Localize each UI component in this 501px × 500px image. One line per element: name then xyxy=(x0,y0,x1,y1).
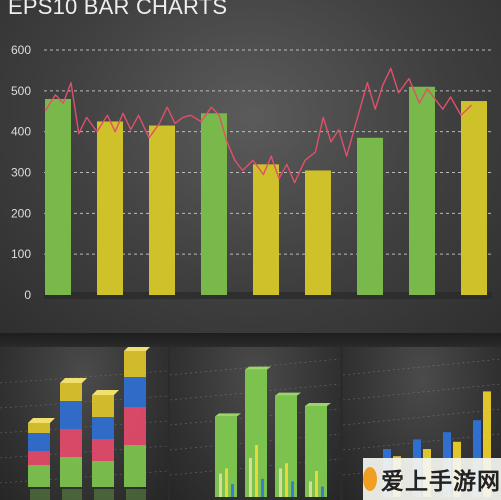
stack-reflection xyxy=(62,489,82,500)
y-tick-label: 0 xyxy=(24,288,31,302)
mini-accent-bar xyxy=(279,468,282,497)
stack-segment xyxy=(28,423,50,433)
mini-accent-bar xyxy=(225,468,228,497)
stack-segment xyxy=(124,445,146,487)
stack-segment xyxy=(28,451,50,465)
mini-bar xyxy=(305,406,327,497)
bar xyxy=(201,113,227,296)
grouped-bar xyxy=(483,391,491,497)
stack-segment xyxy=(124,351,146,377)
baseline-shadow xyxy=(44,292,492,299)
mini-gridline xyxy=(343,358,501,376)
stack-segment xyxy=(92,439,114,461)
mini-gridline xyxy=(343,408,501,426)
stack-top-face xyxy=(124,347,150,351)
mini-accent-bar xyxy=(321,486,324,497)
stack-reflection xyxy=(30,489,50,500)
y-tick-label: 600 xyxy=(11,43,31,57)
bar xyxy=(149,125,175,296)
mini-accent-bar xyxy=(219,473,222,497)
stack-segment xyxy=(92,461,114,487)
mini-bar-chart xyxy=(170,358,340,497)
mini-gridline xyxy=(343,383,501,401)
stack-reflection xyxy=(126,489,146,500)
stack-segment xyxy=(28,433,50,451)
bar xyxy=(97,121,123,295)
mini-bar-top xyxy=(215,413,241,417)
bar xyxy=(305,170,331,295)
y-tick-label: 500 xyxy=(11,84,31,98)
main-bar-chart: 0 100 200 300 400 500 600 xyxy=(11,43,492,302)
mini-stacked-chart xyxy=(0,347,168,500)
mini-accent-bar xyxy=(255,445,258,497)
mini-accent-bar xyxy=(249,458,252,497)
stack-segment xyxy=(124,407,146,445)
trend-line xyxy=(44,67,472,184)
mini-accent-bar xyxy=(285,463,288,497)
bar xyxy=(409,86,435,295)
panel-divider xyxy=(0,333,501,347)
y-tick-label: 400 xyxy=(11,125,31,139)
mini-accent-bar xyxy=(291,481,294,497)
mini-bar-top xyxy=(305,403,331,406)
bar xyxy=(461,101,487,296)
y-tick-label: 100 xyxy=(11,247,31,261)
stack-top-face xyxy=(92,390,119,395)
mini-accent-bar xyxy=(315,471,318,497)
mini-gridline xyxy=(343,433,501,451)
stack-segment xyxy=(92,417,114,439)
mini-bar-chart-panel xyxy=(170,347,340,500)
y-tick-label: 200 xyxy=(11,206,31,220)
main-chart-panel: 0 100 200 300 400 500 600 EPS10 BAR CHARTS xyxy=(0,0,501,333)
watermark-text: 爱上手游网 xyxy=(381,468,501,494)
stack-reflection xyxy=(94,489,114,500)
chart-title: EPS10 BAR CHARTS xyxy=(8,0,228,19)
bar xyxy=(253,164,279,295)
stack-top-face xyxy=(60,378,87,383)
mini-bar-top xyxy=(275,392,301,396)
y-tick-label: 300 xyxy=(11,166,31,180)
mini-accent-bar xyxy=(231,484,234,497)
mini-accent-bar xyxy=(261,478,264,497)
stack-segment xyxy=(28,465,50,487)
stack-segment xyxy=(60,383,82,401)
stack-segment xyxy=(60,401,82,429)
stack-segment xyxy=(60,429,82,457)
stack-segment xyxy=(124,377,146,407)
mini-stacked-chart-panel xyxy=(0,347,168,500)
watermark: 爱上手游网 xyxy=(363,458,501,500)
bar xyxy=(45,99,71,295)
stack-top-face xyxy=(28,418,55,423)
stack-segment xyxy=(60,457,82,487)
mini-bar-top xyxy=(245,366,271,370)
mini-accent-bar xyxy=(309,481,312,497)
stack-segment xyxy=(92,395,114,417)
watermark-logo-icon xyxy=(363,467,377,491)
bar xyxy=(357,137,383,295)
